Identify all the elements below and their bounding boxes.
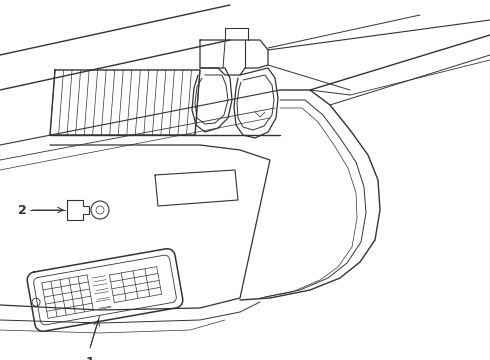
Text: 1: 1: [86, 356, 95, 360]
Text: 2: 2: [18, 203, 26, 216]
